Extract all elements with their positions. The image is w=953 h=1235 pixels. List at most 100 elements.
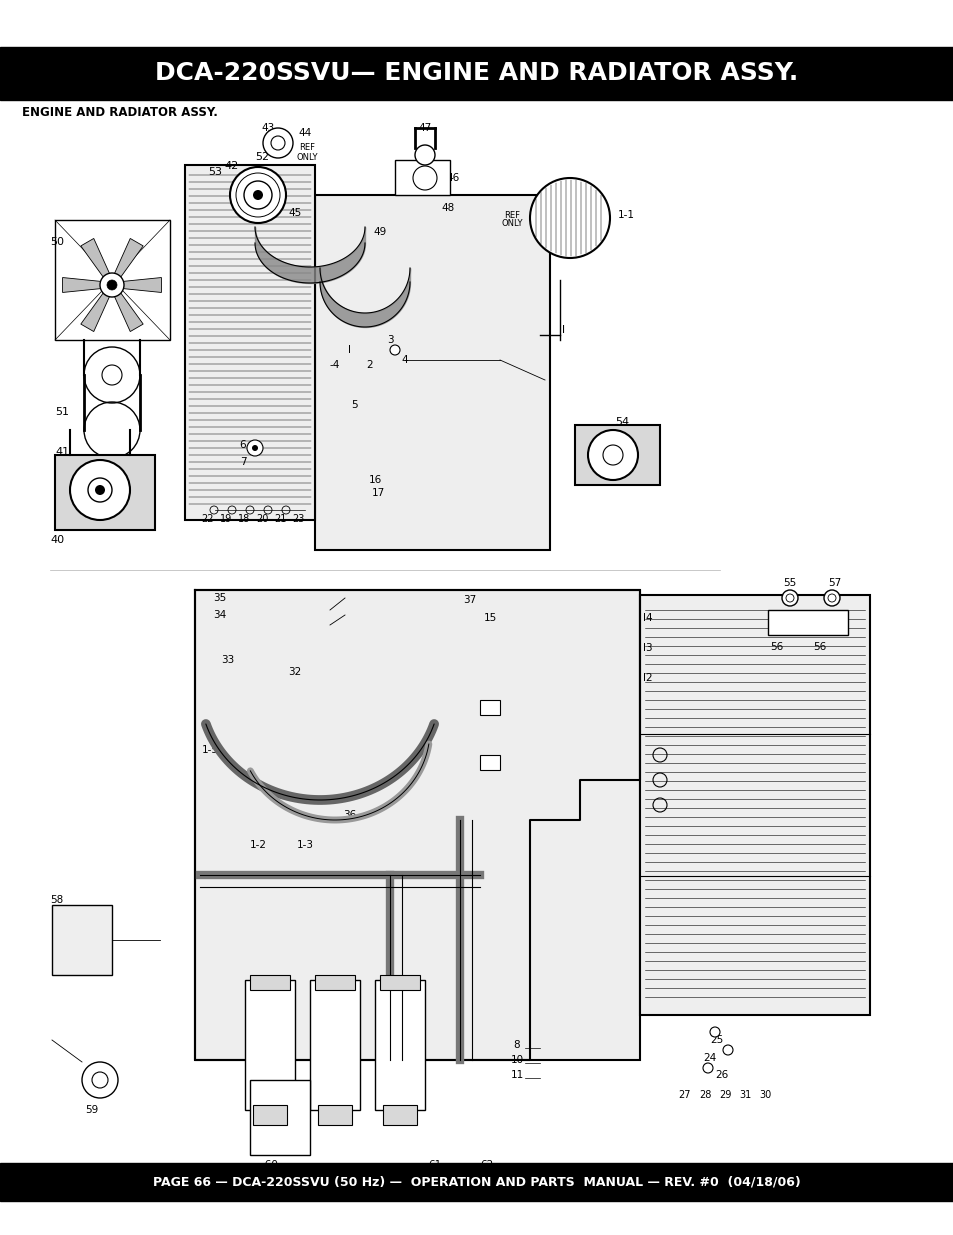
Bar — [55, 220, 170, 340]
Text: 40: 40 — [51, 535, 65, 545]
Bar — [379, 974, 419, 990]
Circle shape — [702, 1063, 712, 1073]
Text: 20: 20 — [255, 514, 268, 524]
Text: 2: 2 — [366, 359, 373, 370]
Text: 59: 59 — [85, 1105, 98, 1115]
Bar — [479, 755, 499, 769]
Text: 6: 6 — [239, 440, 246, 450]
Polygon shape — [113, 291, 143, 331]
Text: 22: 22 — [201, 514, 214, 524]
Text: l4: l4 — [642, 613, 652, 622]
Circle shape — [100, 273, 124, 296]
Circle shape — [587, 430, 638, 480]
Circle shape — [70, 459, 130, 520]
Bar — [185, 165, 314, 520]
Circle shape — [230, 167, 286, 224]
Text: 51: 51 — [55, 408, 69, 417]
Text: 5: 5 — [352, 400, 358, 410]
Text: ONLY: ONLY — [416, 161, 437, 169]
Circle shape — [415, 144, 435, 165]
Text: 52: 52 — [254, 152, 269, 162]
Text: 44: 44 — [298, 128, 312, 138]
Bar — [639, 595, 869, 1015]
Bar — [314, 974, 355, 990]
Circle shape — [530, 178, 609, 258]
Bar — [250, 1079, 310, 1155]
Bar — [245, 981, 294, 1110]
Circle shape — [722, 1045, 732, 1055]
Text: 43: 43 — [261, 124, 274, 133]
Circle shape — [247, 440, 263, 456]
Text: 50: 50 — [50, 237, 64, 247]
Text: 8: 8 — [513, 1040, 519, 1050]
Bar — [55, 454, 154, 530]
Text: 11: 11 — [510, 1070, 523, 1079]
Text: 42: 42 — [225, 161, 239, 170]
Text: 61: 61 — [428, 1160, 441, 1170]
Bar — [250, 974, 290, 990]
Text: 18: 18 — [237, 514, 250, 524]
Text: 34: 34 — [213, 610, 226, 620]
Text: 10: 10 — [510, 1055, 523, 1065]
Text: 56: 56 — [769, 642, 782, 652]
Text: PAGE 66 — DCA-220SSVU (50 Hz) —  OPERATION AND PARTS  MANUAL — REV. #0  (04/18/0: PAGE 66 — DCA-220SSVU (50 Hz) — OPERATIO… — [153, 1176, 800, 1188]
Text: 17: 17 — [371, 488, 384, 498]
Bar — [479, 700, 499, 715]
Polygon shape — [113, 238, 143, 279]
Text: 28: 28 — [699, 1091, 710, 1100]
Bar — [395, 161, 450, 195]
Text: REF: REF — [298, 143, 314, 152]
Text: l: l — [348, 345, 351, 354]
Text: 33: 33 — [221, 655, 234, 664]
Circle shape — [252, 445, 257, 451]
Circle shape — [263, 128, 293, 158]
Text: REF: REF — [503, 210, 519, 220]
Bar — [575, 425, 659, 485]
Polygon shape — [81, 291, 111, 331]
Circle shape — [82, 1062, 118, 1098]
Text: 48: 48 — [441, 203, 455, 212]
Bar — [253, 1105, 287, 1125]
Text: -4: -4 — [330, 359, 340, 370]
Text: 27: 27 — [678, 1091, 691, 1100]
Text: 1-3: 1-3 — [296, 840, 314, 850]
Text: 35: 35 — [213, 593, 226, 603]
Polygon shape — [81, 238, 111, 279]
Circle shape — [823, 590, 840, 606]
Text: 30: 30 — [758, 1091, 770, 1100]
Bar — [767, 610, 847, 635]
Text: 56: 56 — [813, 642, 825, 652]
Bar — [375, 981, 424, 1110]
Text: 53: 53 — [208, 167, 222, 177]
Text: 21: 21 — [274, 514, 286, 524]
Text: 29: 29 — [718, 1091, 730, 1100]
Text: ONLY: ONLY — [296, 152, 317, 162]
Text: 31: 31 — [739, 1091, 750, 1100]
Text: ENGINE AND RADIATOR ASSY.: ENGINE AND RADIATOR ASSY. — [22, 105, 217, 119]
Text: 1-5: 1-5 — [201, 745, 218, 755]
Text: 32: 32 — [288, 667, 301, 677]
Text: 45: 45 — [288, 207, 301, 219]
Polygon shape — [63, 278, 103, 293]
Bar — [0, 1163, 953, 1200]
Text: 37: 37 — [463, 595, 476, 605]
Circle shape — [107, 280, 117, 290]
Text: 41: 41 — [56, 447, 70, 457]
Circle shape — [95, 485, 105, 495]
Text: 55: 55 — [782, 578, 796, 588]
Text: 46: 46 — [446, 173, 459, 183]
Text: 54: 54 — [615, 417, 628, 427]
Text: 26: 26 — [715, 1070, 728, 1079]
Bar — [317, 1105, 352, 1125]
Text: ONLY: ONLY — [500, 220, 522, 228]
Text: l2: l2 — [642, 673, 652, 683]
Text: 1-1: 1-1 — [618, 210, 635, 220]
Bar — [310, 981, 359, 1110]
Text: 25: 25 — [710, 1035, 723, 1045]
Text: l: l — [561, 325, 564, 335]
Text: 3: 3 — [386, 335, 393, 345]
Text: 15: 15 — [483, 613, 497, 622]
Bar — [0, 47, 953, 100]
Bar — [194, 590, 639, 1060]
Bar — [314, 195, 550, 550]
